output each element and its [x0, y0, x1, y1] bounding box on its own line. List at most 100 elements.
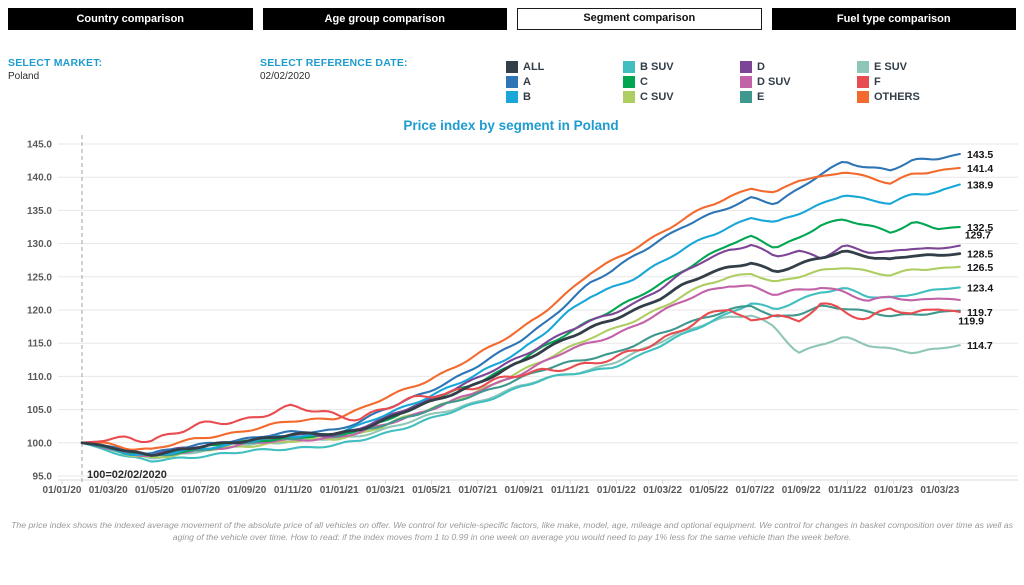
footer-disclaimer: The price index shows the indexed averag…: [11, 520, 1013, 543]
x-axis-tick-label: 01/01/20: [43, 485, 82, 496]
x-axis-tick-label: 01/05/21: [412, 485, 451, 496]
segment-legend: ALL A B B SUV C C SUV D D SUV E E SUV F OTHERS: [506, 60, 974, 105]
y-axis-tick-label: 135.0: [27, 206, 52, 217]
tab-country-comparison[interactable]: Country comparison: [8, 8, 253, 30]
series-line-f: [80, 302, 961, 444]
reference-date-label: SELECT REFERENCE DATE:: [260, 57, 408, 69]
market-select-value[interactable]: Poland: [8, 71, 40, 82]
legend-item-label: E SUV: [874, 61, 908, 73]
market-select-label: SELECT MARKET:: [8, 57, 103, 69]
market-select-block: SELECT MARKET: Poland: [8, 57, 102, 82]
chart-title: Price index by segment in Poland: [403, 118, 619, 133]
x-axis-tick-label: 01/09/20: [227, 485, 266, 496]
legend-item-d-suv[interactable]: D SUV: [740, 75, 857, 89]
legend-item-label: D: [757, 61, 765, 73]
x-axis-tick-label: 01/03/22: [643, 485, 682, 496]
legend-item-others[interactable]: OTHERS: [857, 90, 974, 104]
x-axis-tick-label: 01/01/22: [597, 485, 636, 496]
series-line-b: [80, 183, 961, 456]
end-label-c: 132.5: [967, 222, 993, 234]
x-axis-tick-label: 01/03/23: [920, 485, 959, 496]
legend-item-label: C: [640, 76, 648, 88]
legend-swatch-icon: [506, 61, 518, 73]
end-label-others: 141.4: [967, 163, 993, 175]
x-axis-tick-label: 01/03/21: [366, 485, 405, 496]
chart-area: 95.0 100.0 105.0 110.0 115.0 120.0 125.0 130.0 1…: [0, 133, 1024, 505]
legend-item-c-suv[interactable]: C SUV: [623, 90, 740, 104]
x-axis-tick-label: 01/11/21: [551, 485, 590, 496]
legend-swatch-icon: [857, 61, 869, 73]
end-label-f: 119.7: [967, 307, 993, 319]
end-label-all: 128.5: [967, 249, 993, 261]
legend-item-all[interactable]: ALL: [506, 60, 623, 74]
comparison-tabbar: Country comparison Age group comparison Se…: [0, 0, 1024, 30]
legend-item-d[interactable]: D: [740, 60, 857, 74]
x-axis-tick-label: 01/05/22: [689, 485, 728, 496]
legend-item-f[interactable]: F: [857, 75, 974, 89]
legend-item-b-suv[interactable]: B SUV: [623, 60, 740, 74]
legend-column: E SUV F OTHERS: [857, 60, 974, 105]
legend-column: ALL A B: [506, 60, 623, 105]
legend-swatch-icon: [623, 91, 635, 103]
end-label-c-suv: 126.5: [967, 262, 993, 274]
legend-item-label: D SUV: [757, 76, 791, 88]
legend-item-label: A: [523, 76, 531, 88]
legend-swatch-icon: [740, 61, 752, 73]
price-index-chart: 95.0 100.0 105.0 110.0 115.0 120.0 125.0 130.0 1…: [27, 135, 1018, 496]
tab-fuel-type-comparison[interactable]: Fuel type comparison: [771, 8, 1016, 30]
y-axis-tick-label: 105.0: [27, 405, 52, 416]
reference-annotation: 100=02/02/2020: [87, 469, 167, 481]
x-axis-tick-label: 01/07/20: [181, 485, 220, 496]
end-label-b: 138.9: [967, 180, 993, 192]
legend-column: B SUV C C SUV: [623, 60, 740, 105]
y-axis-tick-label: 100.0: [27, 438, 52, 449]
legend-item-label: C SUV: [640, 91, 674, 103]
legend-swatch-icon: [740, 76, 752, 88]
reference-date-value[interactable]: 02/02/2020: [260, 71, 311, 82]
legend-item-c[interactable]: C: [623, 75, 740, 89]
legend-swatch-icon: [857, 76, 869, 88]
legend-item-label: ALL: [523, 61, 545, 73]
x-axis-tick-label: 01/07/22: [736, 485, 775, 496]
y-axis-tick-label: 95.0: [33, 472, 53, 483]
series-line-d-suv: [80, 284, 961, 457]
end-label-e-suv: 114.7: [967, 340, 993, 352]
legend-item-b[interactable]: B: [506, 90, 623, 104]
legend-swatch-icon: [740, 91, 752, 103]
tab-segment-comparison[interactable]: Segment comparison: [517, 8, 762, 30]
end-label-b-suv: 123.4: [967, 282, 993, 294]
legend-swatch-icon: [623, 76, 635, 88]
x-axis-tick-label: 01/01/21: [320, 485, 359, 496]
y-axis-tick-label: 120.0: [27, 306, 52, 317]
x-axis-tick-label: 01/01/23: [874, 485, 913, 496]
y-axis-tick-label: 130.0: [27, 239, 52, 250]
x-axis-tick-label: 01/09/22: [782, 485, 821, 496]
y-axis-tick-label: 115.0: [28, 339, 53, 350]
legend-swatch-icon: [623, 61, 635, 73]
legend-item-e[interactable]: E: [740, 90, 857, 104]
x-axis-tick-label: 01/09/21: [505, 485, 544, 496]
series-line-all: [80, 249, 962, 457]
x-axis-tick-label: 01/05/20: [135, 485, 174, 496]
end-label-a: 143.5: [967, 149, 993, 161]
legend-swatch-icon: [506, 91, 518, 103]
y-axis-tick-label: 145.0: [27, 140, 52, 151]
end-label-d: 129.7: [965, 230, 991, 242]
legend-column: D D SUV E: [740, 60, 857, 105]
legend-item-label: B SUV: [640, 61, 674, 73]
legend-item-label: B: [523, 91, 531, 103]
legend-item-a[interactable]: A: [506, 75, 623, 89]
reference-date-select-block: SELECT REFERENCE DATE: 02/02/2020: [260, 57, 408, 82]
x-axis-tick-label: 01/03/20: [89, 485, 128, 496]
legend-swatch-icon: [857, 91, 869, 103]
x-axis-tick-label: 01/07/21: [458, 485, 497, 496]
controls-row: SELECT MARKET: Poland SELECT REFERENCE D…: [0, 30, 1024, 114]
series-line-b-suv: [80, 286, 961, 463]
end-label-e: 119.9: [958, 316, 984, 328]
y-axis-tick-label: 125.0: [27, 272, 52, 283]
legend-item-label: F: [874, 76, 881, 88]
y-axis-tick-label: 140.0: [27, 173, 52, 184]
x-axis-tick-label: 01/11/22: [828, 485, 867, 496]
tab-age-group-comparison[interactable]: Age group comparison: [262, 8, 507, 30]
legend-item-e-suv[interactable]: E SUV: [857, 60, 974, 74]
